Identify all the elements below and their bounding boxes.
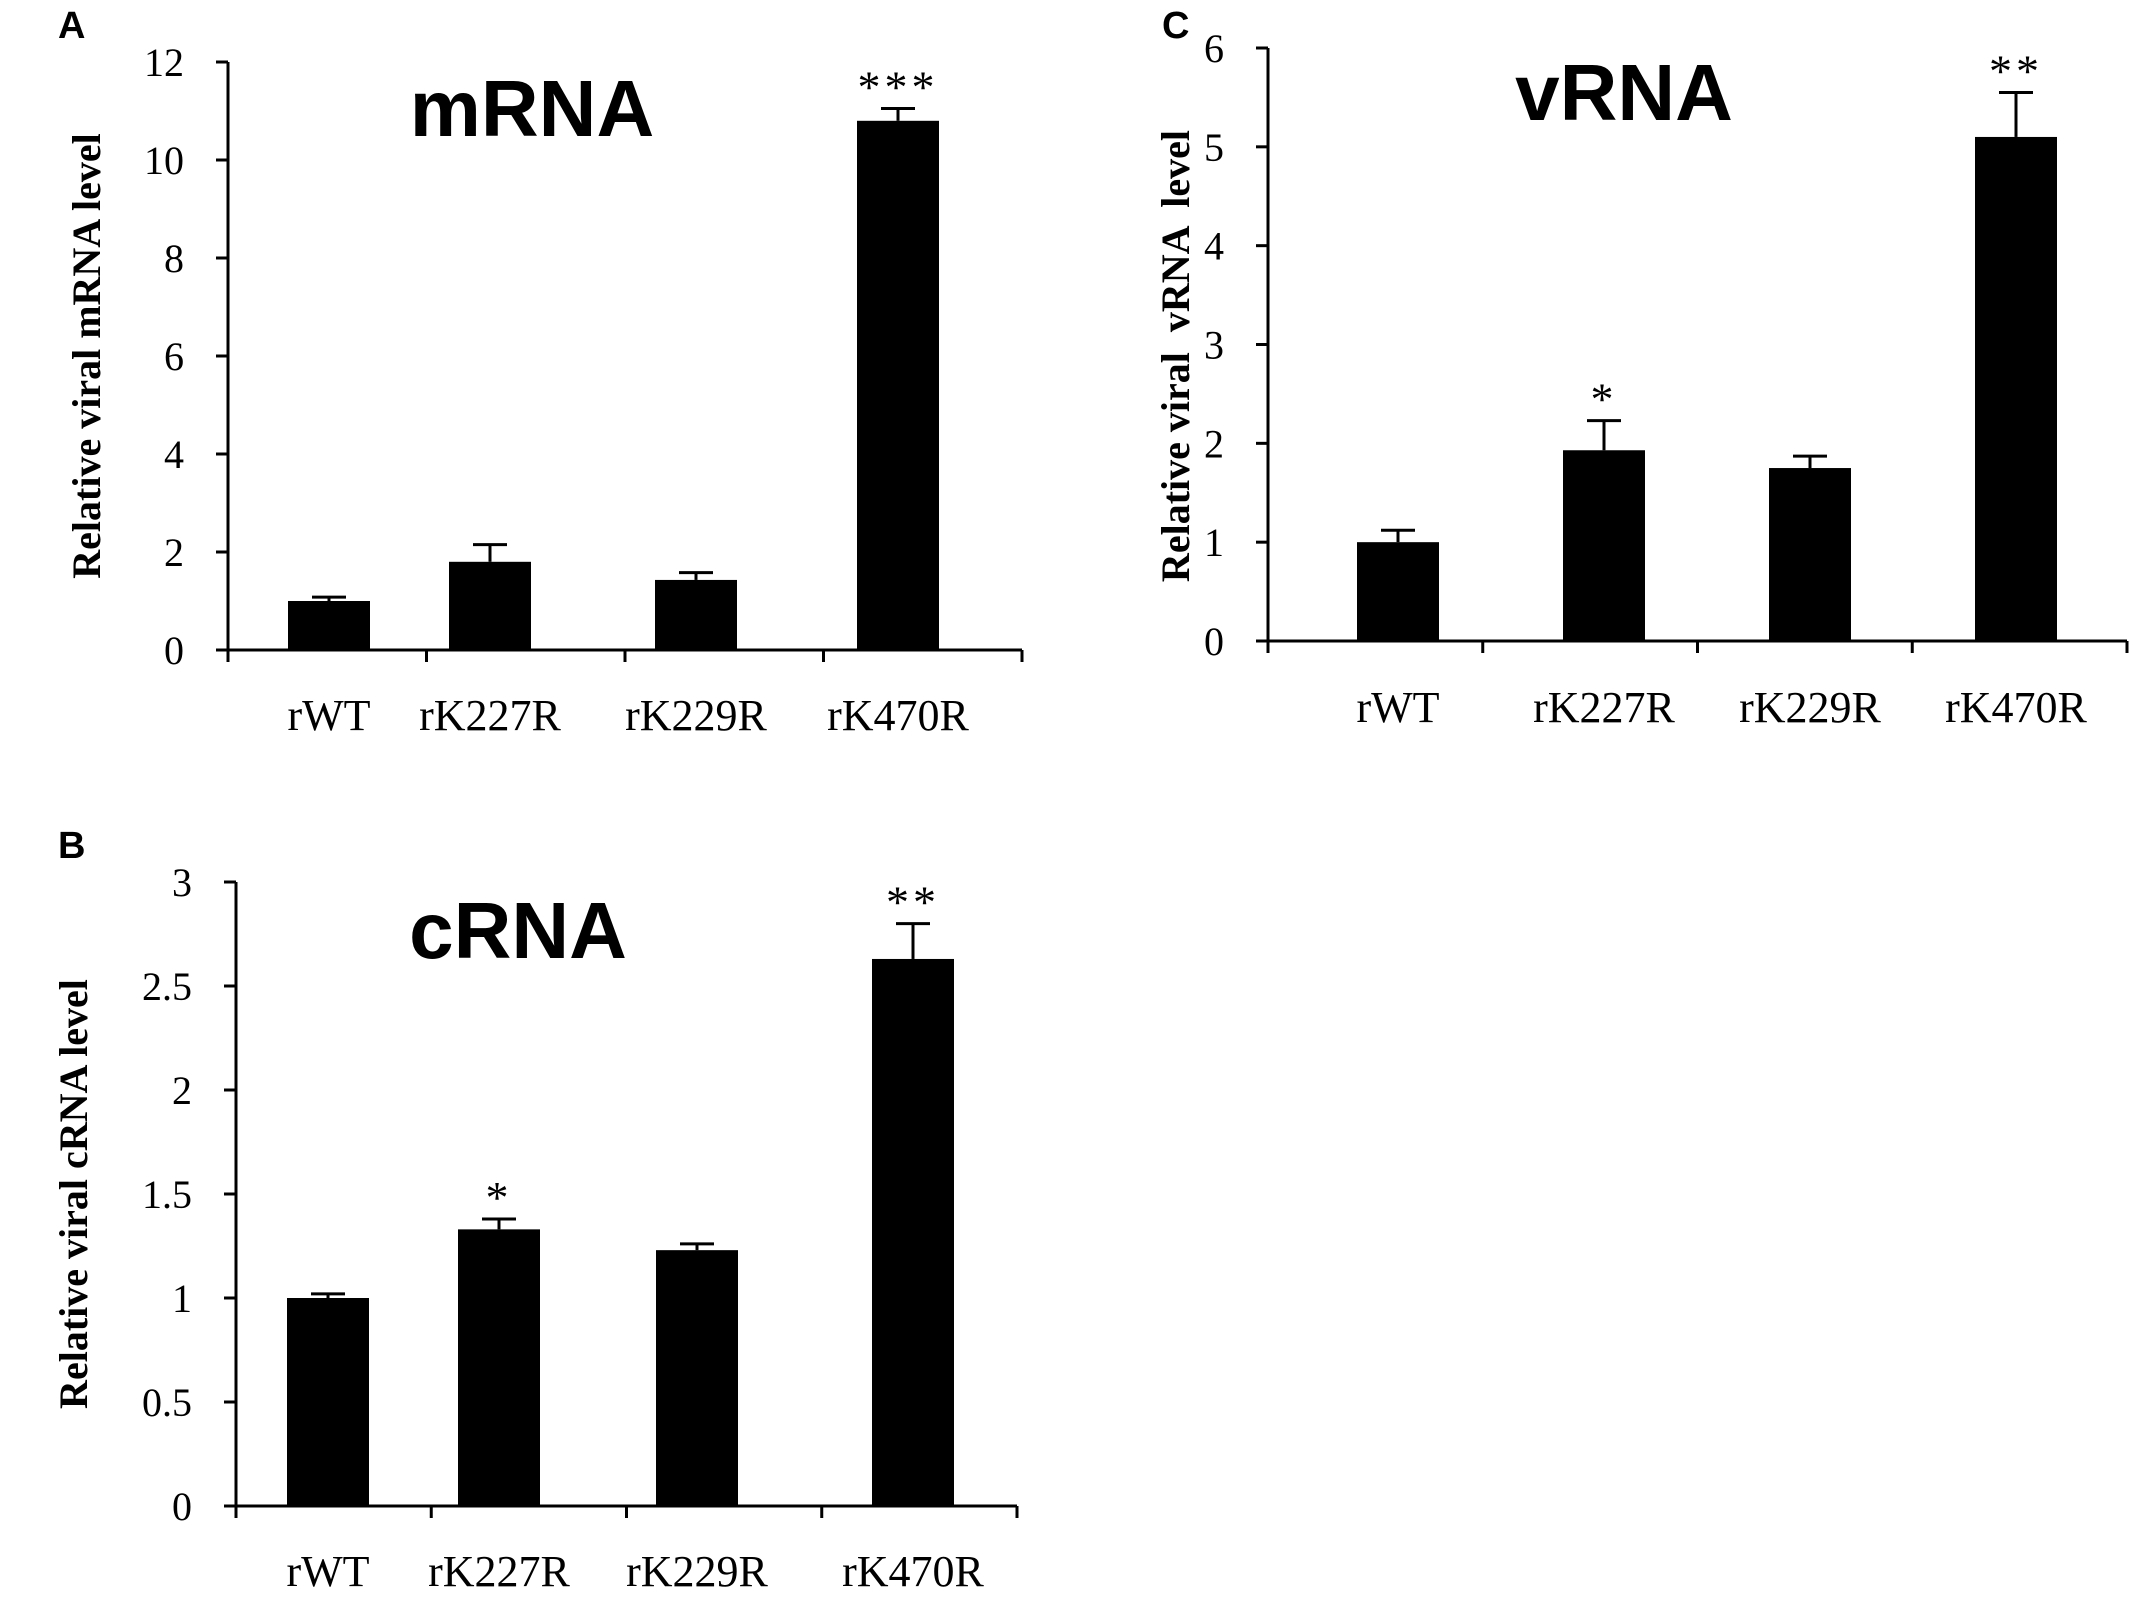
- significance-label: **: [886, 877, 940, 928]
- y-tick-label: 0: [164, 628, 184, 673]
- panel-letter: C: [1162, 5, 1189, 47]
- bar-rk470r: [872, 958, 954, 1506]
- significance-label: ***: [858, 62, 939, 113]
- bar-rwt: [1357, 542, 1439, 641]
- panel-letter: A: [58, 5, 85, 47]
- category-label: rWT: [286, 1547, 369, 1596]
- bar-rk470r: [857, 120, 939, 651]
- y-tick-label: 2: [164, 530, 184, 575]
- bar-rwt: [287, 1298, 369, 1506]
- category-label: rWT: [1356, 683, 1439, 732]
- y-tick-label: 3: [172, 860, 192, 905]
- y-tick-label: 2.5: [142, 964, 192, 1009]
- bar-rk227r: [1563, 450, 1645, 641]
- y-tick-label: 8: [164, 236, 184, 281]
- bar-rk229r: [655, 579, 737, 650]
- significance-label: *: [486, 1172, 513, 1223]
- category-label: rK227R: [419, 691, 561, 740]
- y-tick-label: 4: [164, 432, 184, 477]
- y-tick-label: 1.5: [142, 1172, 192, 1217]
- y-tick-label: 0: [1204, 619, 1224, 664]
- bar-rwt: [288, 601, 370, 650]
- chart-title: mRNA: [410, 64, 654, 153]
- bar-rk229r: [656, 1250, 738, 1506]
- bar-rk470r: [1975, 136, 2057, 641]
- y-tick-label: 0.5: [142, 1380, 192, 1425]
- bar-rk229r: [1769, 468, 1851, 641]
- y-tick-label: 12: [144, 40, 184, 85]
- y-tick-label: 0: [172, 1484, 192, 1529]
- y-axis-title: Relative viral cRNA level: [51, 979, 96, 1409]
- y-tick-label: 6: [1204, 26, 1224, 71]
- category-label: rK227R: [428, 1547, 570, 1596]
- category-label: rK470R: [842, 1547, 984, 1596]
- y-tick-label: 1: [1204, 520, 1224, 565]
- y-tick-label: 1: [172, 1276, 192, 1321]
- category-label: rK470R: [1945, 683, 2087, 732]
- category-label: rWT: [287, 691, 370, 740]
- bar-rk227r: [458, 1229, 540, 1506]
- y-tick-label: 2: [172, 1068, 192, 1113]
- y-axis-title: Relative viral mRNA level: [64, 133, 109, 578]
- category-label: rK229R: [626, 1547, 768, 1596]
- category-label: rK229R: [625, 691, 767, 740]
- significance-label: **: [1989, 45, 2043, 96]
- category-label: rK229R: [1739, 683, 1881, 732]
- y-tick-label: 2: [1204, 421, 1224, 466]
- significance-label: *: [1591, 374, 1618, 425]
- y-tick-label: 3: [1204, 323, 1224, 368]
- category-label: rK470R: [827, 691, 969, 740]
- y-tick-label: 6: [164, 334, 184, 379]
- category-label: rK227R: [1533, 683, 1675, 732]
- chart-title: cRNA: [409, 886, 627, 975]
- y-tick-label: 4: [1204, 224, 1224, 269]
- chart-title: vRNA: [1515, 48, 1733, 137]
- y-tick-label: 5: [1204, 125, 1224, 170]
- bar-rk227r: [449, 561, 531, 650]
- y-tick-label: 10: [144, 138, 184, 183]
- panel-letter: B: [58, 825, 85, 867]
- y-axis-title: Relative viral vRNA level: [1153, 130, 1198, 582]
